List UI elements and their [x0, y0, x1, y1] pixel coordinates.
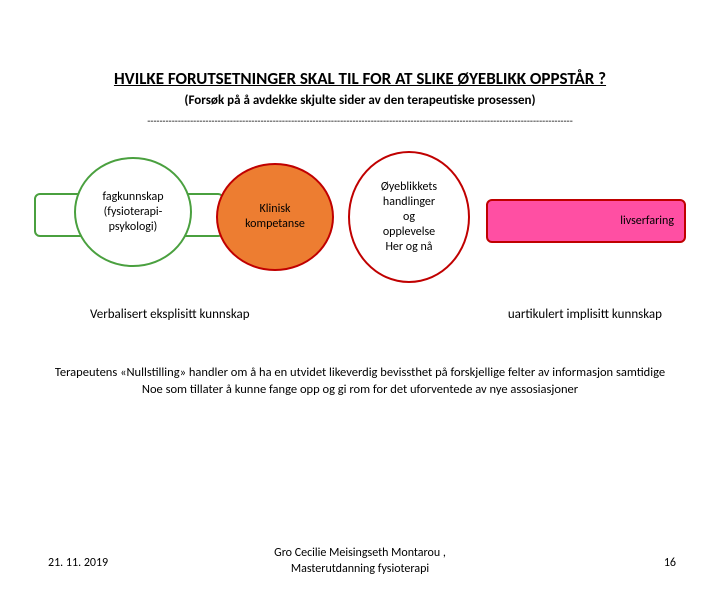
- slide-subtitle: (Forsøk på å avdekke skjulte sider av de…: [0, 93, 720, 108]
- oval3-line3: og: [381, 210, 437, 225]
- oval1-line2: (fysioterapi-: [102, 205, 163, 220]
- label-explicit-knowledge: Verbalisert eksplisitt kunnskap: [90, 307, 250, 322]
- oval-2-text: Klinisk kompetanse: [245, 202, 305, 232]
- pill-right-label: livserfaring: [620, 214, 674, 228]
- paragraph-line2: Noe som tillater å kunne fange opp og gi…: [8, 382, 712, 399]
- footer-center-line2: Masterutdanning fysioterapi: [0, 562, 720, 578]
- divider-dashes: ----------------------------------------…: [0, 114, 720, 127]
- slide-footer: 21. 11. 2019 Gro Cecilie Meisingseth Mon…: [0, 546, 720, 586]
- footer-author: Gro Cecilie Meisingseth Montarou , Maste…: [0, 546, 720, 577]
- oval-3-text: Øyeblikkets handlinger og opplevelse Her…: [381, 180, 437, 255]
- oval3-line2: handlinger: [381, 195, 437, 210]
- oval-1-text: fagkunnskap (fysioterapi- psykologi): [102, 190, 163, 235]
- pill-right: livserfaring: [486, 199, 686, 243]
- oval2-line1: Klinisk: [245, 202, 305, 217]
- oval1-line1: fagkunnskap: [102, 190, 163, 205]
- oval-fagkunnskap: fagkunnskap (fysioterapi- psykologi): [74, 157, 192, 267]
- footer-page-number: 16: [664, 556, 676, 570]
- paragraph-line1: Terapeutens «Nullstilling» handler om å …: [8, 365, 712, 382]
- slide-title: HVILKE FORUTSETNINGER SKAL TIL FOR AT SL…: [0, 68, 720, 89]
- body-paragraph: Terapeutens «Nullstilling» handler om å …: [0, 365, 720, 399]
- label-implicit-knowledge: uartikulert implisitt kunnskap: [508, 307, 662, 322]
- oval2-line2: kompetanse: [245, 217, 305, 232]
- oval1-line3: psykologi): [102, 220, 163, 235]
- oval-oyeblikkets: Øyeblikkets handlinger og opplevelse Her…: [348, 151, 470, 283]
- footer-center-line1: Gro Cecilie Meisingseth Montarou ,: [0, 546, 720, 562]
- oval3-line5: Her og nå: [381, 240, 437, 255]
- oval-klinisk-kompetanse: Klinisk kompetanse: [216, 163, 334, 271]
- oval3-line4: opplevelse: [381, 225, 437, 240]
- oval3-line1: Øyeblikkets: [381, 180, 437, 195]
- knowledge-labels: Verbalisert eksplisitt kunnskap uartikul…: [0, 307, 720, 331]
- diagram-row: livserfaring fagkunnskap (fysioterapi- p…: [0, 145, 720, 305]
